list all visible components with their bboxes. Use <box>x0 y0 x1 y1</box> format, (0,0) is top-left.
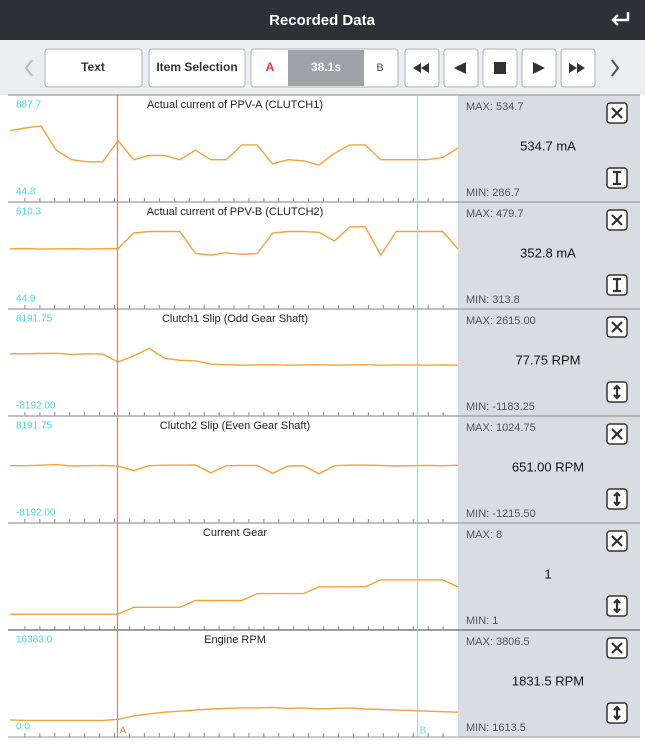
panel-title: Engine RPM <box>204 634 266 646</box>
max-value: MAX: 2615.00 <box>466 315 536 327</box>
current-value: 1 <box>544 566 551 581</box>
item-selection-button[interactable] <box>148 48 246 88</box>
min-value: MIN: 1613.5 <box>466 722 526 734</box>
icon-glyph <box>611 642 623 654</box>
y-scale-label: 610.3 <box>16 207 41 218</box>
remove-button[interactable] <box>606 637 628 659</box>
icon-glyph <box>613 598 621 614</box>
plot-area <box>10 416 458 523</box>
y-scale-label: -8192.00 <box>16 401 56 412</box>
y-scale-label: 0.0 <box>16 722 30 733</box>
cursor-b-button: B <box>376 62 383 74</box>
trace-line <box>9 706 459 722</box>
min-value: MIN: -1215.50 <box>466 508 536 520</box>
scale-button[interactable] <box>606 167 628 189</box>
icon-glyph <box>611 107 623 119</box>
remove-button[interactable] <box>606 423 628 445</box>
panel-title: Clutch2 Slip (Even Gear Shaft) <box>160 420 310 432</box>
current-value: 651.00 RPM <box>512 459 584 474</box>
icon-glyph <box>613 705 621 721</box>
time-display: 38.1s <box>311 60 341 74</box>
item-selection-label: Item Selection <box>156 60 237 74</box>
icon-glyph <box>613 491 621 507</box>
icon-glyph <box>611 535 623 547</box>
trace-line <box>10 463 459 475</box>
plot-area <box>10 202 458 309</box>
icon-glyph <box>611 428 623 440</box>
cursor-b-marker: B <box>420 726 427 737</box>
rewind-button[interactable] <box>404 48 440 88</box>
header-title: Recorded Data <box>269 12 376 29</box>
max-value: MAX: 479.7 <box>466 208 523 220</box>
stop-button[interactable] <box>482 48 518 88</box>
panels: 887.7 44.8 Actual current of PPV-A (CLUTCH… <box>8 94 640 738</box>
trace-line <box>9 125 459 166</box>
cursor-selector[interactable] <box>250 48 399 88</box>
play-button[interactable] <box>521 48 557 88</box>
remove-button[interactable] <box>606 530 628 552</box>
current-value: 1831.5 RPM <box>512 673 584 688</box>
plot-area <box>10 309 458 416</box>
min-value: MIN: 1 <box>466 615 498 627</box>
prev-arrow[interactable] <box>24 59 33 77</box>
icon-glyph <box>613 384 621 400</box>
panel-title: Current Gear <box>203 527 268 539</box>
y-scale-label: 44.9 <box>16 294 36 305</box>
trace-line <box>10 579 459 615</box>
step-back-button[interactable] <box>443 48 479 88</box>
next-arrow[interactable] <box>611 59 620 77</box>
icon-glyph <box>613 277 621 293</box>
max-value: MAX: 8 <box>466 529 502 541</box>
cursor-a-marker: A <box>120 726 127 737</box>
max-value: MAX: 534.7 <box>466 101 523 113</box>
scale-button[interactable] <box>606 488 628 510</box>
scale-button[interactable] <box>606 274 628 296</box>
min-value: MIN: 313.8 <box>466 294 520 306</box>
max-value: MAX: 1024.75 <box>466 422 536 434</box>
scale-button[interactable] <box>606 381 628 403</box>
header-bar <box>0 0 645 40</box>
icon-glyph <box>611 321 623 333</box>
icon-glyph <box>613 170 621 186</box>
panel-title: Actual current of PPV-A (CLUTCH1) <box>147 99 323 111</box>
icon-glyph <box>611 214 623 226</box>
y-scale-label: 8191.75 <box>16 314 53 325</box>
text-button-label: Text <box>81 60 105 74</box>
cursor-a-button: A <box>266 60 275 74</box>
scale-button[interactable] <box>606 702 628 724</box>
min-value: MIN: 286.7 <box>466 187 520 199</box>
y-scale-label: -8192.00 <box>16 508 56 519</box>
plot-area <box>10 95 458 202</box>
remove-button[interactable] <box>606 102 628 124</box>
text-button[interactable] <box>44 48 143 88</box>
max-value: MAX: 3806.5 <box>466 636 530 648</box>
current-value: 352.8 mA <box>520 245 576 260</box>
plot-area <box>10 630 458 737</box>
plot-area <box>10 523 458 630</box>
y-scale-label: 8191.75 <box>16 421 53 432</box>
y-scale-label: 44.8 <box>16 187 36 198</box>
trace-line <box>10 347 459 366</box>
y-scale-label: 887.7 <box>16 100 41 111</box>
back-button[interactable] <box>598 6 638 34</box>
min-value: MIN: -1183.25 <box>466 401 535 413</box>
y-scale-label: 16383.0 <box>16 635 53 646</box>
scale-button[interactable] <box>606 595 628 617</box>
current-value: 534.7 mA <box>520 138 576 153</box>
panel-title: Clutch1 Slip (Odd Gear Shaft) <box>162 313 308 325</box>
panel-title: Actual current of PPV-B (CLUTCH2) <box>147 206 324 218</box>
remove-button[interactable] <box>606 209 628 231</box>
remove-button[interactable] <box>606 316 628 338</box>
current-value: 77.75 RPM <box>515 352 580 367</box>
fast-forward-button[interactable] <box>560 48 596 88</box>
trace-line <box>9 226 459 257</box>
